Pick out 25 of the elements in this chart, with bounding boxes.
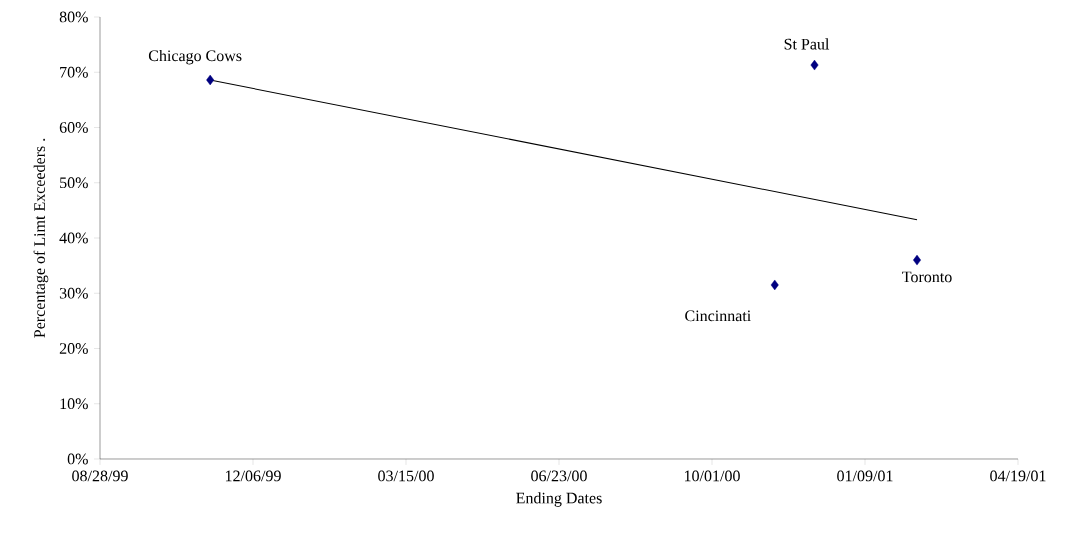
- annotation: Chicago Cows: [148, 49, 242, 65]
- x-tick-label: 03/15/00: [378, 470, 434, 482]
- x-tick-label: 12/06/99: [225, 470, 281, 482]
- y-tick-label: 80%: [59, 11, 88, 23]
- y-tick-label: 20%: [59, 343, 88, 354]
- x-tick-label: 01/09/01: [837, 470, 893, 482]
- y-tick-label: 50%: [60, 177, 88, 189]
- y-axis-title: Percentage of Limt Exceeders .: [33, 138, 49, 338]
- point: [810, 59, 819, 71]
- y-tick-label: 10%: [60, 398, 88, 410]
- x-tick-label: 10/01/00: [684, 470, 740, 482]
- y-tick-label: 0%: [67, 453, 88, 465]
- point: [206, 74, 215, 86]
- annotation: St Paul: [784, 38, 830, 50]
- point: [770, 279, 779, 291]
- y-tick-label: 60%: [59, 122, 88, 133]
- y-tick-label: 30%: [59, 287, 88, 299]
- x-tick-label: 06/23/00: [531, 470, 587, 482]
- annotation: Cincinnati: [685, 310, 751, 322]
- x-axis-title: Ending Dates: [516, 492, 602, 507]
- x-tick-label: 08/28/99: [72, 470, 128, 482]
- y-tick-label: 40%: [59, 232, 88, 244]
- x-tick-label: 04/19/01: [990, 470, 1046, 482]
- y-tick-label: 70%: [60, 66, 88, 78]
- annotation: Toronto: [902, 271, 952, 283]
